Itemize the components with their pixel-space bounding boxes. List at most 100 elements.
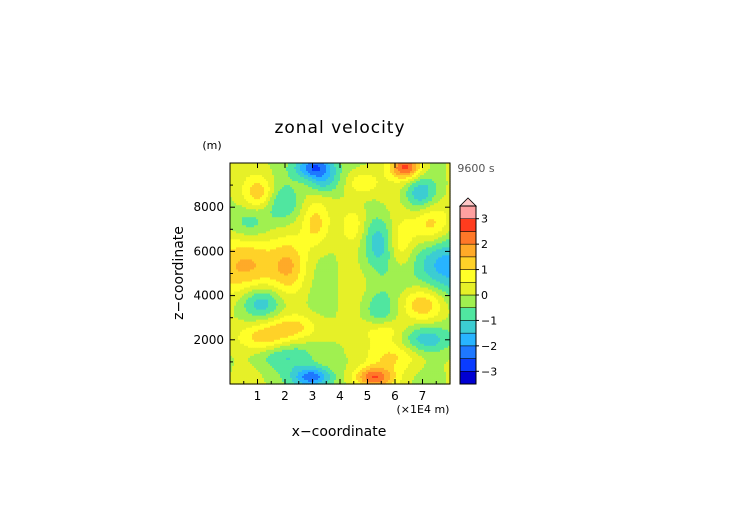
field-cell xyxy=(282,249,285,252)
field-cell xyxy=(438,183,441,186)
field-cell xyxy=(432,201,435,204)
field-cell xyxy=(274,237,277,240)
field-cell xyxy=(250,225,253,228)
field-cell xyxy=(434,175,437,178)
field-cell xyxy=(322,163,325,166)
field-cell xyxy=(400,189,403,192)
field-cell xyxy=(238,181,241,184)
field-cell xyxy=(242,207,245,210)
field-cell xyxy=(260,187,263,190)
field-cell xyxy=(348,227,351,230)
field-cell xyxy=(316,225,319,228)
field-cell xyxy=(356,237,359,240)
field-cell xyxy=(430,213,433,216)
field-cell xyxy=(230,215,233,218)
field-cell xyxy=(348,241,351,244)
field-cell xyxy=(240,225,243,228)
field-cell xyxy=(282,223,285,226)
field-cell xyxy=(310,181,313,184)
field-cell xyxy=(358,223,361,226)
field-cell xyxy=(232,243,235,246)
field-cell xyxy=(336,197,339,200)
field-cell xyxy=(396,193,399,196)
field-cell xyxy=(282,177,285,180)
field-cell xyxy=(236,189,239,192)
field-cell xyxy=(436,173,439,176)
field-cell xyxy=(318,227,321,230)
field-cell xyxy=(396,247,399,250)
field-cell xyxy=(392,191,395,194)
field-cell xyxy=(414,247,417,250)
field-cell xyxy=(272,225,275,228)
field-cell xyxy=(248,235,251,238)
field-cell xyxy=(266,185,269,188)
field-cell xyxy=(344,231,347,234)
field-cell xyxy=(238,233,241,236)
field-cell xyxy=(254,203,257,206)
field-cell xyxy=(266,169,269,172)
field-cell xyxy=(370,221,373,224)
field-cell xyxy=(294,245,297,248)
field-cell xyxy=(446,215,449,218)
field-cell xyxy=(376,243,379,246)
field-cell xyxy=(416,239,419,242)
field-cell xyxy=(304,205,307,208)
field-cell xyxy=(444,213,447,216)
field-cell xyxy=(242,181,245,184)
field-cell xyxy=(362,195,365,198)
field-cell xyxy=(252,209,255,212)
field-cell xyxy=(406,167,409,170)
field-cell xyxy=(244,169,247,172)
field-cell xyxy=(446,191,449,194)
field-cell xyxy=(382,233,385,236)
field-cell xyxy=(284,181,287,184)
field-cell xyxy=(372,245,375,248)
field-cell xyxy=(282,211,285,214)
field-cell xyxy=(356,217,359,220)
field-cell xyxy=(372,209,375,212)
field-cell xyxy=(344,211,347,214)
field-cell xyxy=(414,175,417,178)
field-cell xyxy=(254,245,257,248)
field-cell xyxy=(364,237,367,240)
field-cell xyxy=(420,233,423,236)
field-cell xyxy=(292,167,295,170)
field-cell xyxy=(326,207,329,210)
field-cell xyxy=(348,243,351,246)
field-cell xyxy=(274,213,277,216)
field-cell xyxy=(284,223,287,226)
field-cell xyxy=(418,201,421,204)
field-cell xyxy=(344,215,347,218)
field-cell xyxy=(298,169,301,172)
field-cell xyxy=(398,209,401,212)
field-cell xyxy=(292,237,295,240)
field-cell xyxy=(234,175,237,178)
field-cell xyxy=(360,163,363,166)
field-cell xyxy=(232,245,235,248)
field-cell xyxy=(398,241,401,244)
field-cell xyxy=(346,239,349,242)
field-cell xyxy=(246,207,249,210)
field-cell xyxy=(356,245,359,248)
field-cell xyxy=(272,249,275,252)
field-cell xyxy=(386,181,389,184)
field-cell xyxy=(320,183,323,186)
field-cell xyxy=(380,229,383,232)
field-cell xyxy=(298,185,301,188)
field-cell xyxy=(274,179,277,182)
field-cell xyxy=(380,221,383,224)
field-cell xyxy=(304,241,307,244)
field-cell xyxy=(430,197,433,200)
field-cell xyxy=(270,247,273,250)
field-cell xyxy=(294,183,297,186)
field-cell xyxy=(276,165,279,168)
field-cell xyxy=(232,223,235,226)
field-cell xyxy=(340,199,343,202)
field-cell xyxy=(380,181,383,184)
field-cell xyxy=(408,225,411,228)
field-cell xyxy=(444,165,447,168)
field-cell xyxy=(330,169,333,172)
field-cell xyxy=(264,211,267,214)
field-cell xyxy=(442,175,445,178)
field-cell xyxy=(348,201,351,204)
